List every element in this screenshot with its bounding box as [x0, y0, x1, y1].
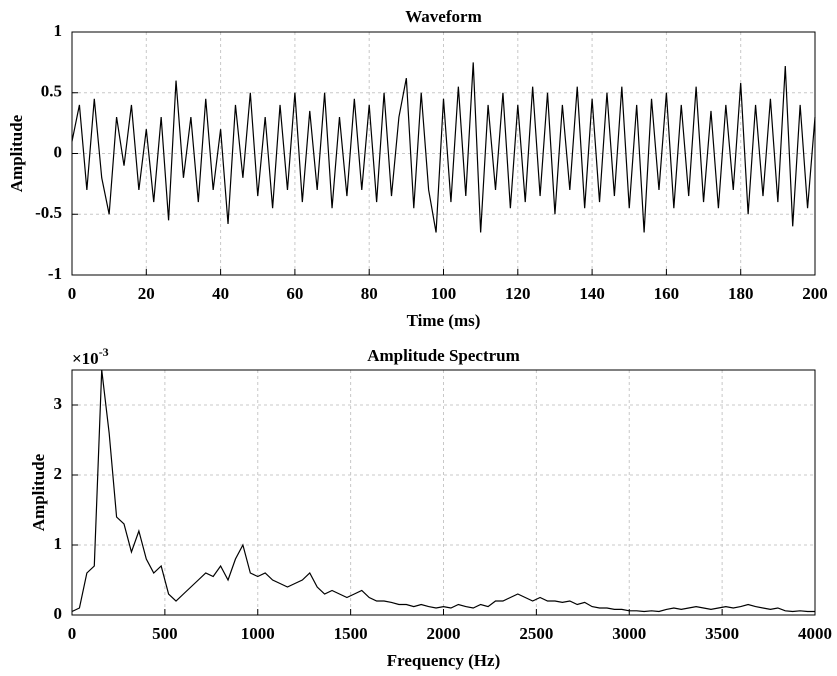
multiplier-base: ×10 — [72, 349, 99, 368]
y-axis-label: Amplitude — [29, 453, 48, 531]
y-tick-label: 1 — [54, 21, 63, 40]
x-tick-label: 500 — [152, 624, 178, 643]
y-tick-label: -1 — [48, 264, 62, 283]
y-tick-label: 0 — [54, 604, 63, 623]
x-tick-label: 1500 — [334, 624, 368, 643]
y-multiplier: ×10-3 — [72, 345, 109, 368]
x-tick-label: 3000 — [612, 624, 646, 643]
x-tick-label: 0 — [68, 284, 77, 303]
x-tick-label: 180 — [728, 284, 754, 303]
multiplier-exponent: -3 — [99, 345, 109, 359]
y-tick-label: 2 — [54, 464, 63, 483]
y-tick-label: 0 — [54, 142, 63, 161]
x-tick-label: 1000 — [241, 624, 275, 643]
axes-frame — [71, 369, 816, 616]
data-line — [71, 62, 816, 233]
y-tick-label: -0.5 — [35, 203, 62, 222]
x-tick-label: 100 — [431, 284, 457, 303]
x-tick-label: 40 — [212, 284, 229, 303]
x-tick-label: 60 — [286, 284, 303, 303]
x-tick-label: 80 — [361, 284, 378, 303]
y-tick-label: 0.5 — [41, 82, 62, 101]
x-tick-label: 160 — [654, 284, 680, 303]
chart-title: Waveform — [405, 7, 481, 26]
x-tick-label: 140 — [579, 284, 605, 303]
x-tick-label: 3500 — [705, 624, 739, 643]
x-tick-label: 4000 — [798, 624, 832, 643]
y-tick-label: 1 — [54, 534, 63, 553]
y-axis-label: Amplitude — [7, 114, 26, 192]
y-tick-label: 3 — [54, 394, 63, 413]
x-tick-label: 120 — [505, 284, 531, 303]
x-axis-label: Time (ms) — [407, 311, 481, 330]
x-axis-label: Frequency (Hz) — [387, 651, 500, 670]
chart-title: Amplitude Spectrum — [367, 346, 520, 365]
x-tick-label: 2000 — [427, 624, 461, 643]
axes-frame — [71, 31, 816, 276]
x-tick-label: 0 — [68, 624, 77, 643]
x-tick-label: 200 — [802, 284, 828, 303]
x-tick-label: 20 — [138, 284, 155, 303]
x-tick-label: 2500 — [519, 624, 553, 643]
data-line — [71, 369, 815, 613]
